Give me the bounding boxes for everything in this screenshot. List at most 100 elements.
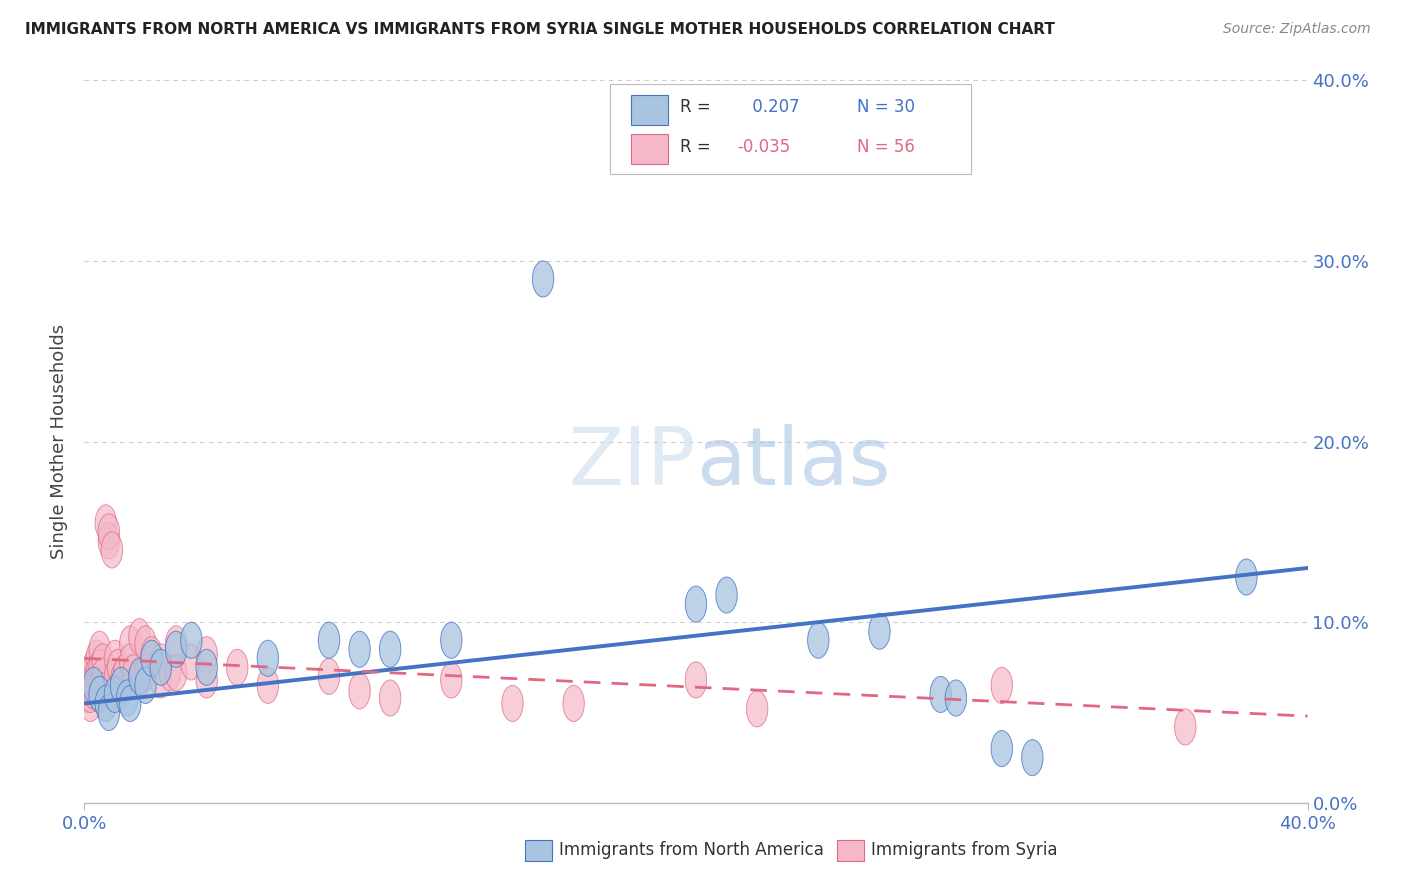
- Ellipse shape: [181, 644, 202, 680]
- Text: N = 56: N = 56: [858, 138, 915, 156]
- Ellipse shape: [135, 655, 156, 690]
- Ellipse shape: [77, 676, 98, 713]
- Ellipse shape: [83, 649, 104, 685]
- Ellipse shape: [80, 658, 101, 694]
- Ellipse shape: [80, 676, 101, 713]
- Ellipse shape: [991, 667, 1012, 704]
- Ellipse shape: [991, 731, 1012, 767]
- Ellipse shape: [1236, 559, 1257, 595]
- Bar: [524, 840, 551, 861]
- Text: 0.207: 0.207: [748, 97, 800, 116]
- Ellipse shape: [83, 667, 104, 704]
- Ellipse shape: [91, 658, 114, 694]
- Ellipse shape: [150, 662, 172, 698]
- Ellipse shape: [502, 685, 523, 722]
- Ellipse shape: [533, 261, 554, 297]
- Ellipse shape: [195, 662, 218, 698]
- Ellipse shape: [120, 685, 141, 722]
- Ellipse shape: [89, 676, 110, 713]
- Ellipse shape: [257, 667, 278, 704]
- Ellipse shape: [77, 667, 98, 704]
- Text: Immigrants from North America: Immigrants from North America: [560, 841, 824, 860]
- Ellipse shape: [380, 680, 401, 716]
- Ellipse shape: [89, 649, 110, 685]
- Ellipse shape: [716, 577, 737, 613]
- Ellipse shape: [135, 626, 156, 662]
- Ellipse shape: [166, 655, 187, 690]
- Ellipse shape: [86, 640, 107, 676]
- Text: R =: R =: [681, 138, 716, 156]
- Ellipse shape: [150, 644, 172, 680]
- Ellipse shape: [1174, 709, 1197, 745]
- Ellipse shape: [195, 637, 218, 673]
- Bar: [631, 95, 668, 125]
- Text: atlas: atlas: [696, 425, 890, 502]
- Ellipse shape: [141, 640, 162, 676]
- Ellipse shape: [166, 626, 187, 662]
- Ellipse shape: [929, 676, 952, 713]
- Ellipse shape: [91, 673, 114, 709]
- Ellipse shape: [80, 685, 101, 722]
- Ellipse shape: [181, 623, 202, 658]
- Text: -0.035: -0.035: [738, 138, 790, 156]
- Text: N = 30: N = 30: [858, 97, 915, 116]
- Ellipse shape: [89, 667, 110, 704]
- Text: Immigrants from Syria: Immigrants from Syria: [870, 841, 1057, 860]
- Ellipse shape: [129, 618, 150, 655]
- Ellipse shape: [349, 673, 370, 709]
- FancyBboxPatch shape: [610, 84, 972, 174]
- Ellipse shape: [195, 649, 218, 685]
- Ellipse shape: [122, 655, 143, 690]
- Ellipse shape: [110, 662, 132, 698]
- Ellipse shape: [86, 655, 107, 690]
- Ellipse shape: [226, 649, 247, 685]
- Text: R =: R =: [681, 97, 716, 116]
- Ellipse shape: [104, 676, 125, 713]
- Ellipse shape: [110, 667, 132, 704]
- Ellipse shape: [83, 673, 104, 709]
- Ellipse shape: [685, 586, 707, 623]
- Ellipse shape: [101, 532, 122, 568]
- Ellipse shape: [318, 623, 340, 658]
- Ellipse shape: [117, 680, 138, 716]
- Ellipse shape: [114, 655, 135, 690]
- Ellipse shape: [257, 640, 278, 676]
- Y-axis label: Single Mother Households: Single Mother Households: [51, 324, 69, 559]
- Ellipse shape: [166, 632, 187, 667]
- Ellipse shape: [98, 523, 120, 559]
- Ellipse shape: [945, 680, 966, 716]
- Text: Source: ZipAtlas.com: Source: ZipAtlas.com: [1223, 22, 1371, 37]
- Ellipse shape: [349, 632, 370, 667]
- Ellipse shape: [96, 505, 117, 541]
- Ellipse shape: [318, 658, 340, 694]
- Ellipse shape: [747, 690, 768, 727]
- Ellipse shape: [120, 626, 141, 662]
- Ellipse shape: [685, 662, 707, 698]
- Ellipse shape: [135, 667, 156, 704]
- Bar: [837, 840, 863, 861]
- Ellipse shape: [141, 637, 162, 673]
- Text: IMMIGRANTS FROM NORTH AMERICA VS IMMIGRANTS FROM SYRIA SINGLE MOTHER HOUSEHOLDS : IMMIGRANTS FROM NORTH AMERICA VS IMMIGRA…: [25, 22, 1054, 37]
- Ellipse shape: [110, 673, 132, 709]
- Ellipse shape: [89, 632, 110, 667]
- Ellipse shape: [440, 662, 463, 698]
- Ellipse shape: [107, 649, 129, 685]
- Ellipse shape: [91, 644, 114, 680]
- Ellipse shape: [1022, 739, 1043, 776]
- Ellipse shape: [150, 649, 172, 685]
- Ellipse shape: [440, 623, 463, 658]
- Ellipse shape: [98, 694, 120, 731]
- Ellipse shape: [104, 640, 125, 676]
- Ellipse shape: [104, 658, 125, 694]
- Ellipse shape: [83, 662, 104, 698]
- Ellipse shape: [89, 676, 110, 713]
- Text: ZIP: ZIP: [568, 425, 696, 502]
- Ellipse shape: [159, 655, 181, 690]
- Ellipse shape: [86, 667, 107, 704]
- Ellipse shape: [129, 658, 150, 694]
- Ellipse shape: [96, 685, 117, 722]
- Ellipse shape: [869, 613, 890, 649]
- Ellipse shape: [562, 685, 585, 722]
- Ellipse shape: [129, 662, 150, 698]
- Ellipse shape: [380, 632, 401, 667]
